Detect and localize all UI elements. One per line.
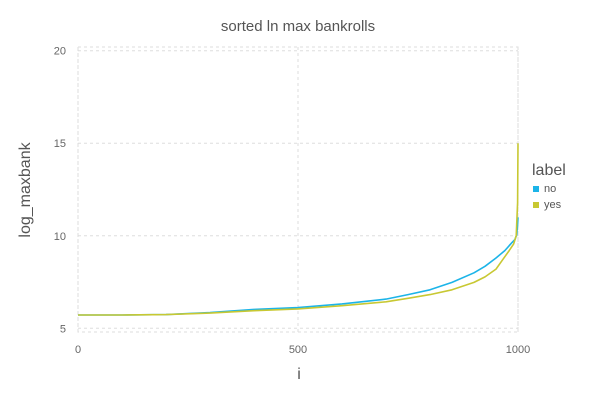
- x-axis-ticks: 0 500 1000: [75, 344, 530, 356]
- y-tick-label: 20: [54, 46, 66, 58]
- legend-label-no: no: [544, 183, 556, 195]
- y-axis-ticks: 5 10 15 20: [54, 46, 66, 336]
- y-tick-label: 15: [54, 138, 66, 150]
- y-axis-title: log_maxbank: [17, 141, 34, 237]
- legend-swatch-no: [533, 186, 539, 192]
- series-line-yes: [78, 143, 519, 316]
- x-axis-title: i: [297, 366, 301, 383]
- series-lines: [78, 143, 519, 316]
- legend: label no yes: [532, 162, 566, 211]
- legend-items: no yes: [533, 183, 562, 211]
- y-tick-label: 10: [54, 231, 66, 243]
- x-tick-label: 500: [289, 344, 307, 356]
- legend-title: label: [532, 162, 566, 179]
- legend-swatch-yes: [533, 202, 539, 208]
- x-tick-label: 0: [75, 344, 81, 356]
- chart-title: sorted ln max bankrolls: [221, 18, 375, 35]
- legend-label-yes: yes: [544, 199, 562, 211]
- x-tick-label: 1000: [506, 344, 530, 356]
- y-tick-label: 5: [60, 323, 66, 335]
